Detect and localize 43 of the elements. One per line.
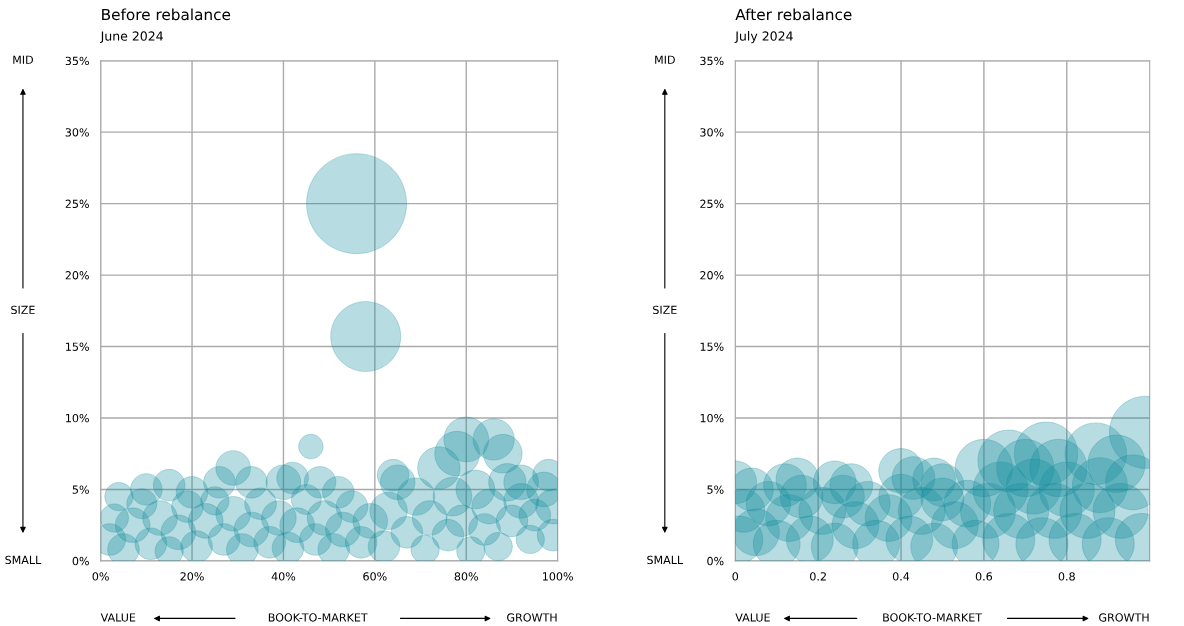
x-tick-label: 0.6: [975, 572, 993, 581]
y-tick-label: 5%: [707, 485, 724, 494]
text: MID: [655, 55, 675, 64]
y-tick-label: 35%: [700, 56, 724, 66]
y-axis-title: SIZE: [11, 305, 35, 315]
y-tick-label: 10%: [700, 413, 724, 423]
text: VALUE: [100, 613, 136, 622]
chart-subtitle: July 2024: [734, 31, 793, 44]
y-tick-label: 30%: [700, 128, 724, 137]
y-tick-label: 5%: [72, 485, 89, 494]
chart-title: Before rebalance: [102, 8, 231, 21]
y-tick-label: 35%: [65, 56, 89, 66]
x-axis-title: BOOK-TO-MARKET: [883, 613, 983, 622]
y-tick-label: 25%: [65, 199, 89, 209]
y-tick-label: 30%: [65, 128, 89, 137]
x-tick-label: 80%: [454, 572, 478, 581]
text: MID: [13, 55, 33, 64]
x-axis-title: BOOK-TO-MARKET: [268, 613, 368, 622]
chart-title: After rebalance: [735, 8, 852, 21]
x-tick-label: 0.2: [810, 572, 826, 581]
x-tick-label: 0: [732, 572, 739, 581]
text: VALUE: [735, 613, 770, 622]
x-tick-label: 0.8: [1058, 572, 1075, 581]
y-tick-label: 10%: [66, 413, 89, 423]
y-tick-label: 20%: [700, 271, 724, 280]
x-tick-label: 100%: [543, 572, 573, 581]
text: GROWTH: [507, 613, 557, 622]
y-tick-label: 15%: [66, 342, 89, 351]
y-tick-label: 0%: [707, 556, 724, 566]
x-tick-label: 0.4: [892, 572, 910, 581]
y-axis-title: SIZE: [653, 305, 677, 315]
y-tick-label: 25%: [700, 199, 724, 209]
x-tick-label: 60%: [363, 572, 387, 581]
text: SMALL: [5, 555, 42, 565]
text: SMALL: [647, 555, 684, 565]
chart-subtitle: June 2024: [99, 31, 163, 44]
x-tick-label: 20%: [180, 572, 204, 581]
y-tick-label: 0%: [72, 556, 89, 566]
text: GROWTH: [1099, 613, 1149, 622]
x-tick-label: 0%: [92, 572, 109, 581]
y-tick-label: 20%: [65, 271, 89, 280]
y-tick-label: 15%: [700, 342, 724, 351]
x-tick-label: 40%: [271, 572, 296, 581]
